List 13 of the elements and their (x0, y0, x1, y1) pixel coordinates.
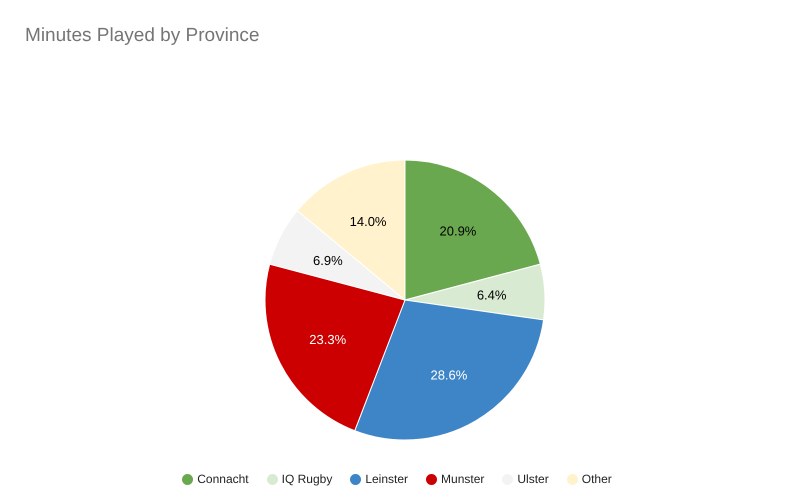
legend-label: Ulster (517, 472, 549, 486)
chart-title: Minutes Played by Province (25, 25, 260, 47)
data-label: 14.0% (350, 214, 387, 229)
legend-label: Leinster (365, 472, 408, 486)
data-label: 28.6% (430, 367, 468, 382)
data-label: 20.9% (440, 224, 477, 239)
legend-label: Other (582, 472, 612, 486)
data-label: 6.9% (313, 252, 344, 268)
data-label: 23.3% (309, 332, 347, 347)
legend-label: Munster (441, 472, 484, 486)
legend-label: IQ Rugby (282, 472, 332, 486)
legend-label: Connacht (197, 472, 249, 486)
data-label: 6.4% (476, 287, 507, 302)
